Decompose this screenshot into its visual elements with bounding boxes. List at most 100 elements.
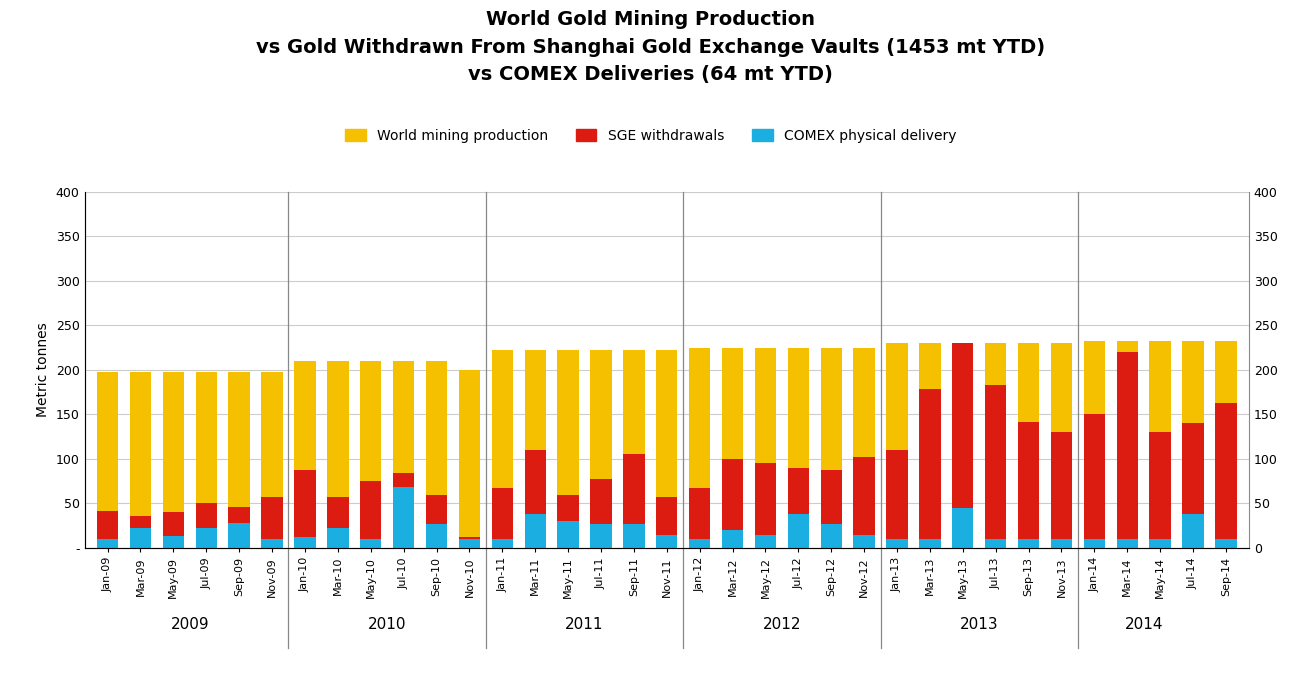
Bar <box>623 455 644 548</box>
Bar <box>656 534 678 548</box>
Bar <box>425 361 448 548</box>
Bar <box>195 528 217 548</box>
Text: 2010: 2010 <box>368 617 406 632</box>
Bar <box>492 350 513 548</box>
Bar <box>425 524 448 548</box>
Bar <box>591 479 611 548</box>
Bar <box>130 528 151 548</box>
Bar <box>821 470 842 548</box>
Bar <box>163 512 183 548</box>
Bar <box>1051 539 1072 548</box>
Bar <box>886 450 908 548</box>
Bar <box>821 524 842 548</box>
Bar <box>591 350 611 548</box>
Bar <box>195 372 217 548</box>
Text: 2009: 2009 <box>170 617 209 632</box>
Text: 2014: 2014 <box>1124 617 1163 632</box>
Bar <box>1017 421 1039 548</box>
Bar <box>722 530 743 548</box>
Bar <box>262 539 282 548</box>
Bar <box>459 539 480 548</box>
Bar <box>952 343 973 548</box>
Bar <box>557 521 579 548</box>
Bar <box>1116 341 1138 548</box>
Bar <box>360 481 381 548</box>
Bar <box>459 537 480 548</box>
Bar <box>229 372 250 548</box>
Bar <box>623 350 644 548</box>
Bar <box>952 343 973 548</box>
Bar <box>1215 539 1237 548</box>
Bar <box>163 536 183 548</box>
Bar <box>360 361 381 548</box>
Legend: World mining production, SGE withdrawals, COMEX physical delivery: World mining production, SGE withdrawals… <box>340 123 961 149</box>
Bar <box>1150 341 1171 548</box>
Bar <box>755 348 777 548</box>
Bar <box>656 497 678 548</box>
Bar <box>96 510 118 548</box>
Bar <box>853 457 874 548</box>
Bar <box>459 370 480 548</box>
Bar <box>623 524 644 548</box>
Bar <box>952 508 973 548</box>
Text: vs COMEX Deliveries (64 mt YTD): vs COMEX Deliveries (64 mt YTD) <box>468 65 833 84</box>
Bar <box>360 539 381 548</box>
Bar <box>1183 341 1203 548</box>
Bar <box>294 537 316 548</box>
Text: World Gold Mining Production: World Gold Mining Production <box>487 10 814 29</box>
Bar <box>557 350 579 548</box>
Bar <box>1183 514 1203 548</box>
Bar <box>591 524 611 548</box>
Bar <box>1051 343 1072 548</box>
Bar <box>1084 341 1105 548</box>
Bar <box>853 348 874 548</box>
Bar <box>229 507 250 548</box>
Bar <box>1215 341 1237 548</box>
Bar <box>690 348 710 548</box>
Bar <box>886 343 908 548</box>
Bar <box>985 385 1007 548</box>
Bar <box>690 539 710 548</box>
Text: 2011: 2011 <box>565 617 604 632</box>
Text: vs Gold Withdrawn From Shanghai Gold Exchange Vaults (1453 mt YTD): vs Gold Withdrawn From Shanghai Gold Exc… <box>256 38 1045 57</box>
Y-axis label: Metric tonnes: Metric tonnes <box>36 323 51 417</box>
Bar <box>229 523 250 548</box>
Bar <box>920 390 941 548</box>
Bar <box>262 372 282 548</box>
Bar <box>920 539 941 548</box>
Bar <box>492 539 513 548</box>
Bar <box>1051 432 1072 548</box>
Bar <box>492 488 513 548</box>
Bar <box>1116 352 1138 548</box>
Bar <box>985 343 1007 548</box>
Bar <box>130 372 151 548</box>
Bar <box>130 516 151 548</box>
Bar <box>524 350 546 548</box>
Bar <box>393 361 414 548</box>
Bar <box>96 539 118 548</box>
Bar <box>262 497 282 548</box>
Bar <box>722 459 743 548</box>
Bar <box>524 450 546 548</box>
Bar <box>755 464 777 548</box>
Bar <box>393 488 414 548</box>
Text: 2013: 2013 <box>960 617 999 632</box>
Bar <box>1183 423 1203 548</box>
Text: 2012: 2012 <box>762 617 801 632</box>
Bar <box>294 470 316 548</box>
Bar <box>425 495 448 548</box>
Bar <box>755 534 777 548</box>
Bar <box>524 514 546 548</box>
Bar <box>96 372 118 548</box>
Bar <box>1116 539 1138 548</box>
Bar <box>985 539 1007 548</box>
Bar <box>787 348 809 548</box>
Bar <box>1150 539 1171 548</box>
Bar <box>327 497 349 548</box>
Bar <box>821 348 842 548</box>
Bar <box>853 534 874 548</box>
Bar <box>163 372 183 548</box>
Bar <box>1084 539 1105 548</box>
Bar <box>722 348 743 548</box>
Bar <box>1017 539 1039 548</box>
